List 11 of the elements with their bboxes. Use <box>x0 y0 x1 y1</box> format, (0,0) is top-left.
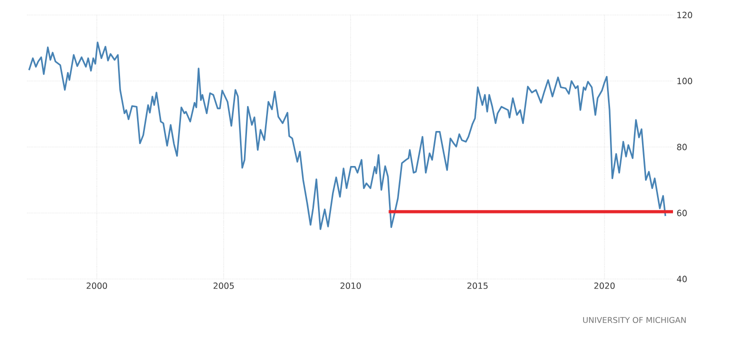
y-tick-label: 80 <box>677 144 687 150</box>
y-tick-label: 100 <box>677 78 692 84</box>
x-tick-label: 2015 <box>467 282 488 289</box>
line-series <box>28 42 666 230</box>
y-tick-label: 120 <box>677 12 692 18</box>
y-tick-label: 40 <box>676 276 687 282</box>
x-tick-label: 2005 <box>214 282 234 289</box>
x-tick-label: 2010 <box>340 282 361 289</box>
x-tick-label: 2020 <box>594 282 615 289</box>
x-tick-label: 2000 <box>86 282 108 289</box>
y-tick-label: 60 <box>677 210 687 216</box>
